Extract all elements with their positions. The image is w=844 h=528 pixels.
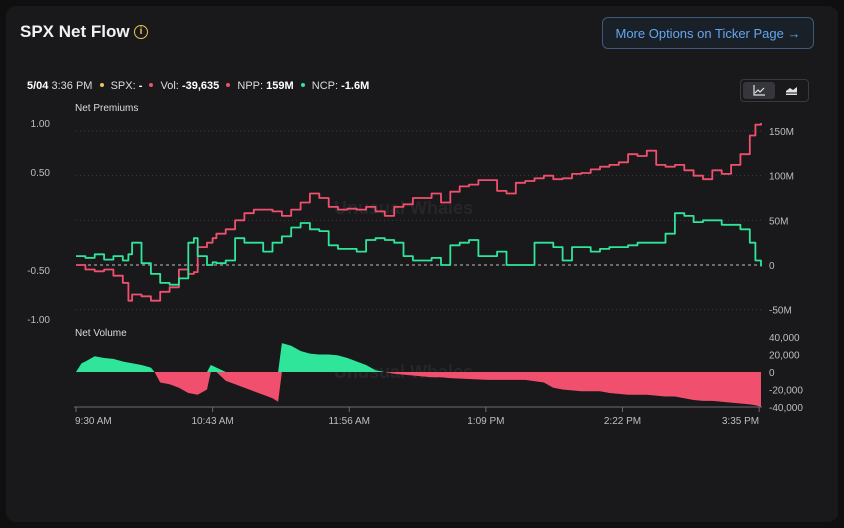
premiums-right-axis-ticks: 150M 100M 50M 0 -50M [769,127,794,317]
volume-right-axis-ticks: 40,000 20,000 0 -20,000 -40,000 [769,333,803,414]
area-chart-toggle[interactable] [776,82,808,99]
left-tick-label: 1.00 [31,119,51,130]
volume-tick-label: 0 [769,368,775,379]
x-tick-label: 3:35 PM [722,416,759,427]
spx-dot-icon [99,83,104,87]
left-axis-ticks: 1.00 0.50 -0.50 -1.00 [27,119,50,326]
right-tick-label: 100M [769,172,794,183]
crosshair-legend: 5/04 3:36 PM SPX: - Vol: -39,635 NPP: 15… [27,80,369,92]
legend-spx-value: - [138,80,143,92]
page-title: SPX Net Flow [20,22,130,41]
volume-negative-area [76,372,761,407]
arrow-right-icon: → [787,26,801,41]
time-axis: 9:30 AM 10:43 AM 11:56 AM 1:09 PM 2:22 PM 3:3… [74,406,762,427]
info-circle-icon[interactable]: i [134,25,148,39]
x-tick-label: 1:09 PM [467,416,504,427]
premium-lines [76,123,762,302]
x-tick-label: 11:56 AM [328,416,370,427]
ncp-dot-icon [300,83,305,87]
legend-ncp-label: NCP: [311,80,339,92]
line-chart-toggle[interactable] [743,82,775,99]
more-options-button[interactable]: More Options on Ticker Page → [602,17,814,49]
left-tick-label: 0.50 [31,168,51,179]
x-tick-label: 2:22 PM [604,416,641,427]
legend-npp-label: NPP: [237,80,264,92]
left-tick-label: -0.50 [27,266,50,277]
legend-vol-label: Vol: [160,80,179,92]
premiums-grid [76,130,761,311]
legend-npp-value: 159M [266,80,294,92]
vol-dot-icon [149,83,154,87]
legend-vol-value: -39,635 [181,80,220,92]
volume-tick-label: 40,000 [769,333,800,344]
left-tick-label: -1.00 [27,315,50,326]
chart-type-toggle [740,79,809,102]
net-volume-title: Net Volume [75,328,127,339]
watermark-top: Unusual Whales [334,198,473,218]
legend-time: 3:36 PM [51,80,93,92]
volume-tick-label: -40,000 [769,403,803,414]
npp-dot-icon [226,83,231,87]
right-tick-label: 150M [769,127,794,138]
right-tick-label: 0 [769,261,775,272]
legend-ncp-value: -1.6M [341,80,370,92]
area-chart-icon [786,87,797,95]
x-tick-label: 10:43 AM [191,416,233,427]
more-options-label: More Options on Ticker Page [615,26,784,41]
right-tick-label: 50M [769,216,788,227]
line-chart-icon [753,85,765,96]
net-premiums-title: Net Premiums [75,103,138,114]
legend-date: 5/04 [27,80,49,92]
x-tick-label: 9:30 AM [75,416,112,427]
right-tick-label: -50M [769,306,792,317]
volume-tick-label: 20,000 [769,351,800,362]
legend-spx-label: SPX: [110,80,136,92]
net-volume-area [76,343,761,407]
volume-tick-label: -20,000 [769,386,803,397]
volume-positive-area [76,343,761,372]
ncp-line [76,212,762,286]
